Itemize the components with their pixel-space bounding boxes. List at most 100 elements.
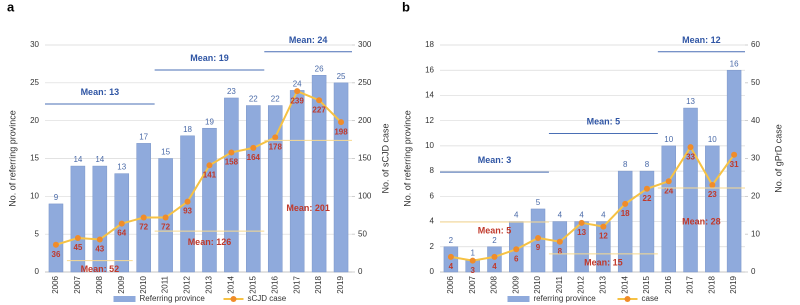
bar [48,203,64,273]
y2-tick-label: 50 [751,78,760,87]
y2-tick-label: 0 [358,267,363,276]
mean-annotation: Mean: 15 [584,257,623,267]
bar [617,170,633,273]
y-tick-label: 0 [35,267,40,276]
line [55,89,342,246]
bar-value-label: 25 [337,72,346,81]
y-tick-label: 10 [30,191,39,200]
mean-annotation: Mean: 126 [188,237,232,247]
y-tick-label: 30 [30,40,39,49]
bar-value-label: 15 [161,148,170,157]
line-value-label: 8 [558,247,563,256]
bar [289,90,305,273]
bar [311,75,327,273]
bar [661,145,676,273]
x-tick-label: 2017 [292,275,301,293]
line-marker [709,181,716,188]
bar [267,105,283,273]
legend-swatch [624,296,631,302]
y2-tick-label: 30 [751,154,760,163]
mean-annotation: Mean: 19 [190,53,229,63]
y2-tick-label: 250 [358,78,372,87]
bar-value-label: 26 [315,64,324,73]
panel-label: a [7,0,15,14]
bar-value-label: 14 [73,155,82,164]
line-value-label: 4 [449,262,454,271]
line-marker [184,198,191,205]
x-tick-label: 2014 [620,275,629,293]
bar-value-label: 8 [623,160,628,169]
line-value-label: 36 [52,250,61,259]
line-marker [74,234,81,241]
line-marker [316,97,323,104]
mean-annotation: Mean: 52 [81,264,120,274]
x-tick-label: 2009 [511,275,520,293]
bar-value-label: 14 [95,155,104,164]
bar-value-label: 22 [271,95,280,104]
bar-value-label: 24 [293,80,302,89]
line-value-label: 141 [203,170,217,179]
x-tick-label: 2010 [533,275,542,293]
line-marker [578,219,585,226]
y-tick-label: 0 [430,267,435,276]
x-tick-label: 2007 [73,275,82,293]
line-marker [687,144,694,151]
line-value-label: 239 [290,96,304,105]
line-value-label: 164 [247,153,261,162]
line-marker [118,220,125,227]
line-value-label: 178 [269,142,283,151]
x-tick-label: 2012 [183,275,192,293]
bar-value-label: 19 [205,117,214,126]
y2-tick-label: 200 [358,116,372,125]
legend-label: case [642,294,659,303]
line-marker [206,162,213,169]
y-tick-label: 14 [425,91,434,100]
bar-value-label: 4 [514,211,519,220]
line-marker [622,200,629,207]
bar-value-label: 23 [227,87,236,96]
y-tick-label: 16 [425,65,434,74]
bar-value-label: 9 [54,193,59,202]
y-tick-label: 10 [425,141,434,150]
bar-value-label: 5 [536,198,541,207]
x-tick-label: 2018 [707,275,716,293]
bar [552,221,568,273]
legend-swatch [507,296,530,302]
line-marker [162,214,169,221]
x-tick-label: 2019 [729,275,738,293]
y-axis-title: No. of referring province [7,110,17,207]
y-tick-label: 4 [430,217,435,226]
x-tick-label: 2016 [664,275,673,293]
bar-value-label: 10 [708,135,717,144]
line-value-label: 24 [664,186,673,195]
x-tick-label: 2006 [51,275,60,293]
x-tick-label: 2007 [468,275,477,293]
y-tick-label: 15 [30,154,39,163]
line-value-label: 198 [334,127,348,136]
mean-annotation: Mean: 5 [478,226,512,236]
legend-swatch [113,296,136,302]
line-value-label: 93 [183,207,192,216]
x-tick-label: 2008 [95,275,104,293]
y2-axis-title: No. of gPrD case [773,124,783,193]
y2-tick-label: 20 [751,191,760,200]
bar [224,97,239,273]
line-marker [491,253,498,260]
y2-tick-label: 300 [358,40,372,49]
bar [136,143,151,273]
y-axis-title: No. of referring province [402,110,412,207]
bar [683,107,698,273]
line-marker [731,151,738,158]
line-marker [665,178,672,185]
x-tick-label: 2013 [205,275,214,293]
y-tick-label: 6 [430,191,435,200]
legend-label: referring province [534,294,597,303]
x-tick-label: 2011 [161,275,170,293]
line-marker [643,185,650,192]
bar [639,170,655,273]
line-value-label: 6 [514,254,519,263]
bar [202,127,217,273]
line-value-label: 22 [643,194,652,203]
y-tick-label: 18 [425,40,434,49]
